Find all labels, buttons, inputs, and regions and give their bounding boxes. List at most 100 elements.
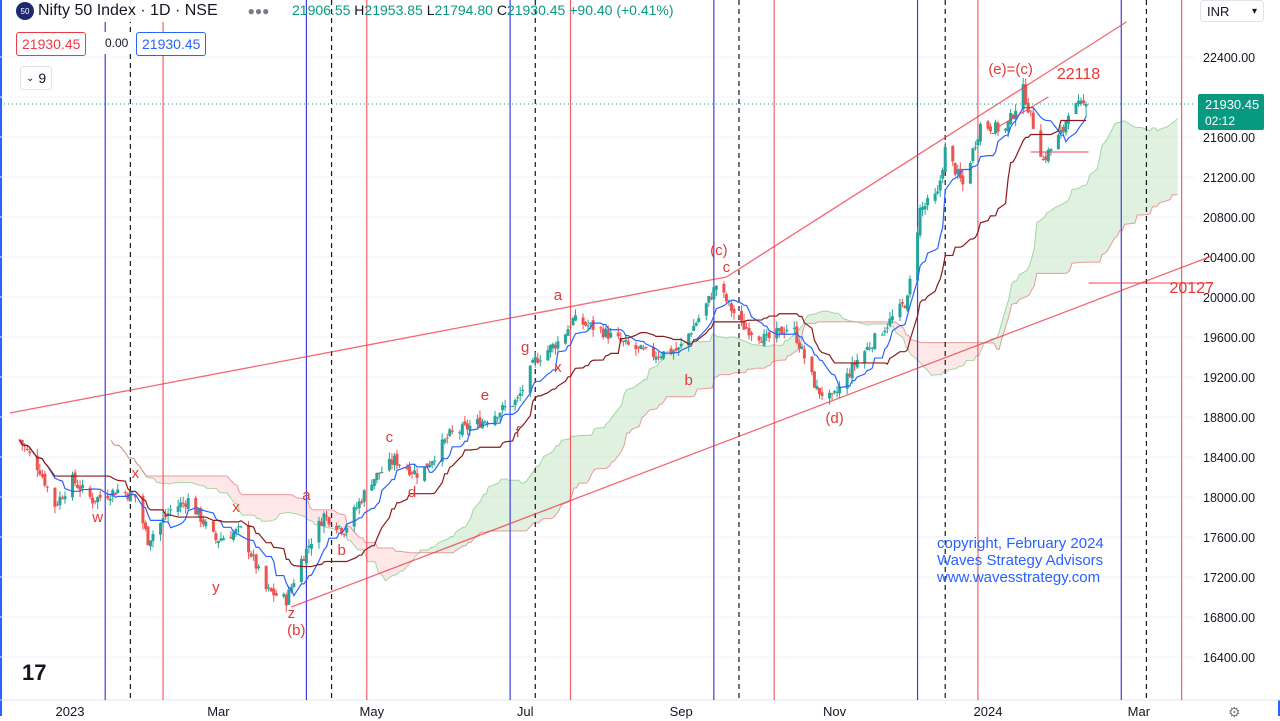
cloud-segment [255, 495, 258, 519]
candle [159, 523, 162, 535]
cloud-segment [1014, 281, 1017, 304]
candle [883, 331, 886, 333]
candle [398, 465, 401, 466]
cloud-segment [589, 435, 592, 479]
cloud-segment [187, 476, 190, 483]
symbol-title[interactable]: Nifty 50 Index · 1D · NSE [38, 2, 218, 20]
candle [715, 286, 718, 290]
cloud-segment [169, 476, 172, 484]
candle [961, 176, 964, 185]
candle [511, 406, 514, 407]
cloud-segment [539, 461, 542, 523]
cloud-segment [398, 551, 401, 573]
y-tick-label: 19600.00 [1203, 331, 1255, 345]
candle [53, 488, 56, 507]
cloud-segment [483, 494, 486, 532]
candle [732, 309, 735, 313]
cloud-segment [1102, 143, 1105, 255]
candle [247, 525, 250, 552]
candle [1057, 135, 1060, 149]
indicator-value-blue[interactable]: 21930.45 [136, 32, 206, 56]
candle [556, 341, 559, 348]
cloud-segment [272, 495, 275, 521]
candle [820, 392, 823, 396]
cloud-segment [597, 428, 605, 469]
candle [800, 346, 803, 349]
candle [924, 206, 927, 209]
cloud-segment [675, 349, 678, 397]
cloud-segment [1168, 125, 1171, 201]
candle [750, 333, 753, 335]
cloud-segment [720, 337, 728, 375]
y-tick-label: 22400.00 [1203, 51, 1255, 65]
candle [785, 330, 788, 331]
cloud-segment [219, 476, 222, 493]
cloud-segment [765, 346, 768, 368]
cloud-segment [763, 346, 766, 369]
candle [1067, 116, 1070, 124]
cloud-segment [189, 476, 192, 483]
cloud-segment [383, 548, 386, 581]
close-label: C [497, 2, 507, 18]
candle [461, 424, 464, 435]
candle [177, 506, 180, 512]
cloud-segment [287, 495, 290, 513]
wave-label: x [554, 359, 562, 376]
cloud-segment [207, 476, 210, 488]
candle [81, 485, 84, 488]
x-tick-label: Mar [1128, 704, 1151, 719]
candle [831, 393, 834, 394]
candle [692, 326, 695, 331]
ohlc-readout: 21906.55 H21953.85 L21794.80 C21930.45 +… [292, 2, 674, 18]
candle [951, 146, 954, 162]
candle [310, 544, 313, 549]
cloud-segment [695, 340, 698, 396]
candle [609, 333, 612, 338]
wave-label: (b) [287, 622, 305, 639]
candle [725, 294, 728, 301]
cloud-segment [702, 342, 710, 389]
cloud-segment [174, 476, 182, 483]
candle [697, 318, 700, 322]
candle [901, 302, 904, 304]
cloud-segment [959, 343, 962, 367]
cloud-segment [506, 479, 509, 531]
settings-icon[interactable]: ⚙ [1228, 704, 1241, 721]
candle [936, 191, 939, 193]
candle [501, 405, 504, 410]
candle [599, 327, 602, 328]
cloud-segment [1132, 126, 1135, 223]
candle [873, 333, 876, 349]
cloud-segment [1100, 145, 1103, 262]
cloud-segment [710, 334, 713, 388]
wave-label: c [723, 259, 731, 276]
cloud-segment [732, 337, 735, 373]
cloud-segment [768, 346, 771, 366]
cloud-segment [629, 389, 632, 433]
indicator-value-red[interactable]: 21930.45 [16, 32, 86, 56]
candle [504, 406, 507, 407]
candle [909, 279, 912, 295]
cloud-segment [488, 486, 491, 531]
cloud-segment [745, 341, 748, 373]
cloud-segment [612, 414, 615, 462]
symbol-legend[interactable]: 50 Nifty 50 Index · 1D · NSE ●●● [16, 0, 275, 22]
cloud-segment [516, 480, 519, 531]
cloud-segment [657, 361, 660, 408]
indicator-value-mid: 0.00 [100, 32, 133, 54]
wave-label: x [132, 465, 140, 482]
currency-select[interactable]: INR▾ [1200, 0, 1264, 22]
candle [584, 322, 587, 325]
wave-label: g [521, 339, 529, 356]
collapse-indicators-button[interactable]: ⌄9 [20, 66, 52, 90]
chevron-down-icon: ▾ [1252, 6, 1257, 17]
y-tick-label: 19200.00 [1203, 371, 1255, 385]
cloud-segment [956, 343, 959, 369]
cloud-segment [536, 466, 539, 523]
x-tick-label: 2024 [974, 704, 1003, 719]
wave-label: c [386, 429, 394, 446]
open-value: 21906.55 [292, 2, 350, 18]
ellipsis-icon[interactable]: ●●● [248, 4, 270, 18]
tradingview-logo[interactable]: 17 [22, 660, 46, 686]
